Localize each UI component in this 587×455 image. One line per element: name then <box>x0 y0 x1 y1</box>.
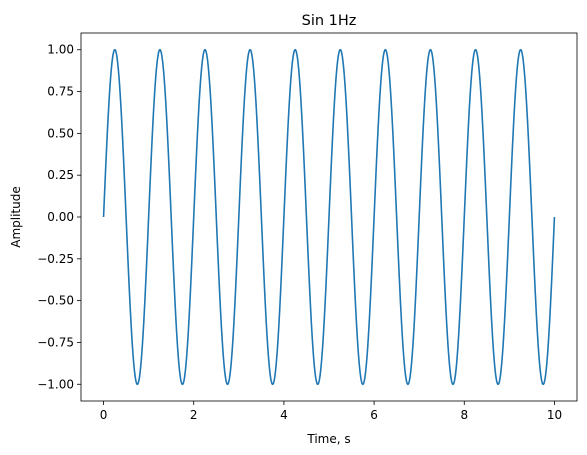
x-tick-label: 6 <box>370 408 378 422</box>
y-axis-ticks: −1.00 −0.75 −0.50 −0.25 0.00 0.25 0.50 0.75 1.00 <box>37 43 81 391</box>
x-tick-label: 4 <box>280 408 288 422</box>
y-tick-label: 0.00 <box>47 210 74 224</box>
y-tick-label: −0.50 <box>37 294 74 308</box>
x-tick-label: 10 <box>547 408 562 422</box>
series-line-sin <box>102 48 556 386</box>
y-tick-label: −0.25 <box>37 252 74 266</box>
y-tick-label: −0.75 <box>37 335 74 349</box>
x-tick-label: 0 <box>100 408 108 422</box>
x-tick-label: 8 <box>460 408 468 422</box>
y-tick-label: 0.50 <box>47 126 74 140</box>
y-tick-label: 1.00 <box>47 43 74 57</box>
y-tick-label: −1.00 <box>37 377 74 391</box>
y-axis-label: Amplitude <box>9 186 23 248</box>
x-tick-label: 2 <box>190 408 198 422</box>
chart-title: Sin 1Hz <box>302 13 357 29</box>
x-axis-label: Time, s <box>306 432 350 446</box>
y-tick-label: 0.75 <box>47 85 74 99</box>
x-axis-ticks: 0 2 4 6 8 10 <box>100 401 562 422</box>
y-tick-label: 0.25 <box>47 168 74 182</box>
